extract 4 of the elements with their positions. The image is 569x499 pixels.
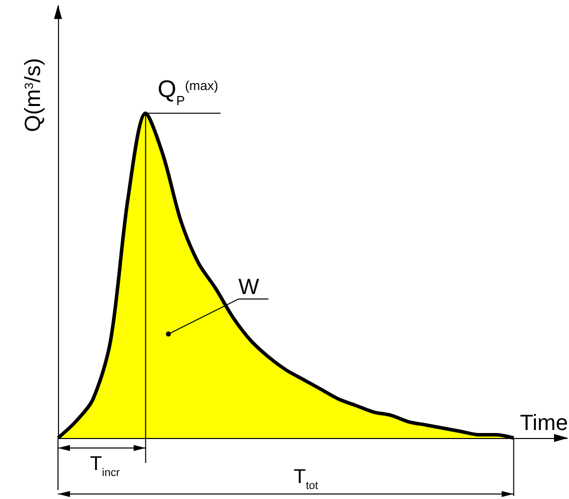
- annotation: W: [238, 274, 260, 300]
- text: T$_{tot}$: [294, 466, 318, 492]
- x-axis-title: Time: [520, 410, 568, 435]
- text: T$_{incr}$: [90, 453, 120, 479]
